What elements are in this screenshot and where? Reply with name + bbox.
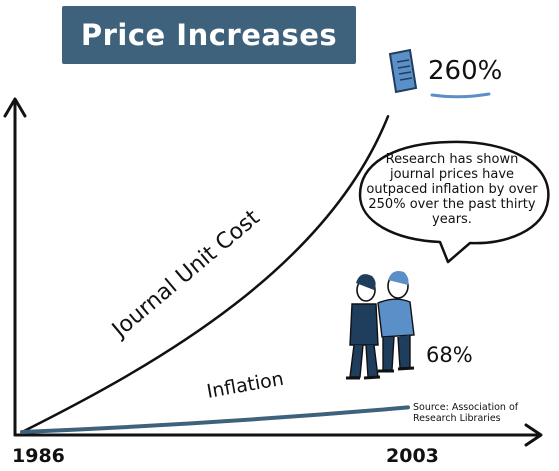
title-banner: Price Increases xyxy=(62,6,356,64)
chart-title: Price Increases xyxy=(80,18,338,52)
source-note: Source: Association of Research Librarie… xyxy=(413,402,519,424)
series-label-inflation: Inflation xyxy=(205,368,285,403)
x-tick-label-end: 2003 xyxy=(386,445,439,467)
end-label-inflation: 68% xyxy=(426,343,473,367)
series-line-inflation xyxy=(20,405,410,434)
journal-icon xyxy=(388,48,418,94)
series-label-journal-unit-cost: Journal Unit Cost xyxy=(106,205,265,344)
end-label-journal-unit-cost: 260% xyxy=(428,56,503,86)
y-axis-arrow xyxy=(3,97,27,118)
x-axis-arrow xyxy=(524,423,543,447)
x-tick-label-start: 1986 xyxy=(12,445,65,467)
callout-text: Research has shown journal prices have o… xyxy=(366,152,538,227)
series-line-journal-unit-cost xyxy=(20,115,390,434)
speech-bubble xyxy=(358,140,550,264)
people-illustration xyxy=(346,271,415,380)
end-label-underline xyxy=(430,92,491,99)
